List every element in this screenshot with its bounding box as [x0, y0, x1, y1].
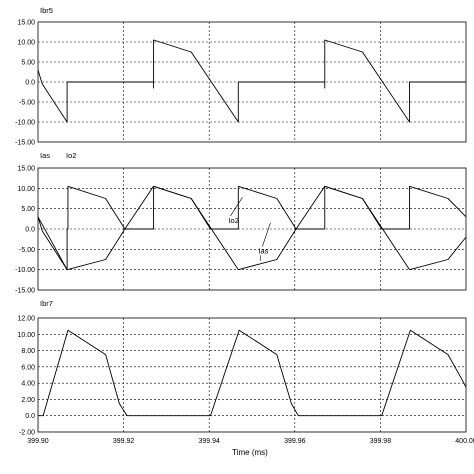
panel-label: Ibr5	[40, 6, 53, 15]
y-tick-label: -10.00	[15, 120, 35, 127]
chart-panel-2: 15.00 10.00 5.00 0.0 -5.00 -10.00 -15.00 Ias Io2…	[15, 151, 467, 295]
annotation-label: Ias	[258, 246, 268, 255]
y-tick-label: 0.0	[25, 227, 35, 234]
y-tick-label: 0.0	[25, 413, 35, 420]
chart-panel-3: 12.00 10.00 8.00 6.00 4.00 2.00 0.0 -2.00399.90…	[17, 299, 474, 445]
y-tick-label: -5.00	[19, 100, 35, 107]
y-tick-label: 10.00	[17, 332, 35, 339]
y-tick-label: 10.00	[17, 186, 35, 193]
x-tick-label: 399.94	[198, 438, 220, 445]
plot-frame	[37, 317, 467, 433]
y-tick-label: -15.00	[15, 288, 35, 295]
x-axis-label: Time (ms)	[232, 448, 268, 457]
chart-panel-1: 15.00 10.00 5.00 0.0 -5.00 -10.00 -15.00 Ibr5	[15, 6, 467, 147]
x-tick-label: 400.00	[455, 438, 474, 445]
y-tick-label: -5.00	[19, 247, 35, 254]
panel-label: Io2	[66, 151, 76, 160]
y-tick-label: 5.00	[21, 60, 35, 67]
y-tick-label: 12.00	[17, 316, 35, 323]
annotation-leader	[230, 197, 243, 217]
series-line-1	[37, 185, 467, 271]
y-tick-label: 8.00	[21, 348, 35, 355]
y-tick-label: -2.00	[19, 430, 35, 437]
y-tick-label: 6.00	[21, 364, 35, 371]
series-line-1	[38, 329, 467, 417]
panels: 15.0010.005.000.0-5.00-10.00-15.00Ibr515…	[15, 6, 474, 445]
x-tick-label: 399.90	[27, 438, 49, 445]
y-tick-label: 0.0	[25, 80, 35, 87]
y-tick-label: 4.00	[21, 381, 35, 388]
x-tick-label: 399.92	[113, 438, 135, 445]
panel-label: Ibr7	[40, 299, 53, 308]
annotation-leader	[262, 222, 271, 247]
plot-frame	[37, 167, 467, 291]
annotation-label: Io2	[228, 216, 238, 225]
y-tick-label: 5.00	[21, 206, 35, 213]
y-tick-label: 10.00	[17, 40, 35, 47]
y-tick-label: -15.00	[15, 140, 35, 147]
x-tick-label: 399.98	[370, 438, 392, 445]
panel-label: Ias	[40, 151, 50, 160]
y-tick-label: 2.00	[21, 397, 35, 404]
series-line-2	[37, 185, 467, 271]
series-line-1	[37, 39, 466, 123]
x-tick-label: 399.96	[284, 438, 306, 445]
y-tick-label: 15.00	[17, 20, 35, 27]
y-tick-label: -10.00	[15, 267, 35, 274]
y-tick-label: 15.00	[17, 166, 35, 173]
